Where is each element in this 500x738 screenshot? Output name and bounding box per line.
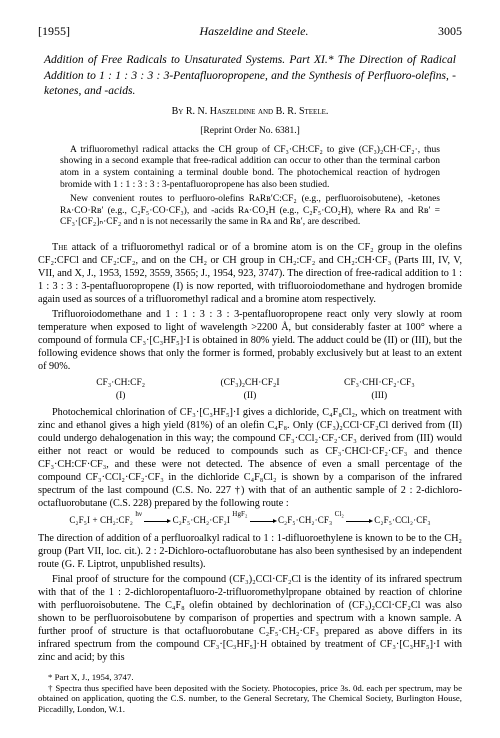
leading-word: The <box>52 242 68 253</box>
reaction-route: C₂F₅I + CH₂:CF₂ hν C₂F₅·CH₂·CF₂I HgF₂ C₂… <box>38 515 462 527</box>
abstract-p2: New convenient routes to perfluoro-olefi… <box>60 194 440 229</box>
footnote-2: † Spectra thus specified have been depos… <box>38 683 462 715</box>
arrow-icon <box>144 521 168 522</box>
formula-3: CF₃·CHI·CF₂·CF₃ (III) <box>315 377 444 401</box>
formula-1-num: (I) <box>56 390 185 402</box>
authors-line: By R. N. Haszeldine and B. R. Steele. <box>38 106 462 119</box>
running-header: [1955] Haszeldine and Steele. 3005 <box>38 24 462 39</box>
para-1-text: attack of a trifluoromethyl radical or o… <box>38 242 462 305</box>
header-running: Haszeldine and Steele. <box>200 24 309 39</box>
formula-2: (CF₃)₂CH·CF₂I (II) <box>185 377 314 401</box>
abstract-p1: A trifluoromethyl radical attacks the CH… <box>60 145 440 191</box>
para-5: Final proof of structure for the compoun… <box>38 573 462 664</box>
reprint-line: [Reprint Order No. 6381.] <box>38 125 462 137</box>
formula-1-top: CF₃·CH:CF₂ <box>56 377 185 389</box>
route-s2: C₂F₅·CH₂·CF₂I <box>173 515 230 525</box>
arrow-icon <box>250 521 274 522</box>
formula-display: CF₃·CH:CF₂ (I) (CF₃)₂CH·CF₂I (II) CF₃·CH… <box>56 377 444 401</box>
abstract: A trifluoromethyl radical attacks the CH… <box>60 145 440 229</box>
route-s3: C₂F₅·CH₂·CF₃ <box>278 515 332 525</box>
footnote-1: * Part X, J., 1954, 3747. <box>38 672 462 683</box>
route-s1: C₂F₅I + CH₂:CF₂ <box>69 515 133 525</box>
para-2: Trifluoroiodomethane and 1 : 1 : 3 : 3 :… <box>38 308 462 373</box>
body: The attack of a trifluoromethyl radical … <box>38 241 462 664</box>
formula-2-num: (II) <box>185 390 314 402</box>
formula-1: CF₃·CH:CF₂ (I) <box>56 377 185 401</box>
footnotes: * Part X, J., 1954, 3747. † Spectra thus… <box>38 672 462 714</box>
para-1: The attack of a trifluoromethyl radical … <box>38 241 462 306</box>
article-title: Addition of Free Radicals to Unsaturated… <box>38 53 462 100</box>
arrow-icon <box>346 521 370 522</box>
header-year: [1955] <box>38 24 70 39</box>
formula-3-num: (III) <box>315 390 444 402</box>
route-s4: C₂F₅·CCl₂·CF₃ <box>374 515 430 525</box>
formula-2-top: (CF₃)₂CH·CF₂I <box>185 377 314 389</box>
para-3: Photochemical chlorination of CF₃·[C₃HF₅… <box>38 406 462 510</box>
route-l3: Cl₂ <box>335 510 344 518</box>
para-4: The direction of addition of a perfluoro… <box>38 532 462 571</box>
formula-3-top: CF₃·CHI·CF₂·CF₃ <box>315 377 444 389</box>
route-l2: HgF₂ <box>232 510 247 518</box>
route-l1: hν <box>135 510 142 518</box>
header-page: 3005 <box>438 24 462 39</box>
